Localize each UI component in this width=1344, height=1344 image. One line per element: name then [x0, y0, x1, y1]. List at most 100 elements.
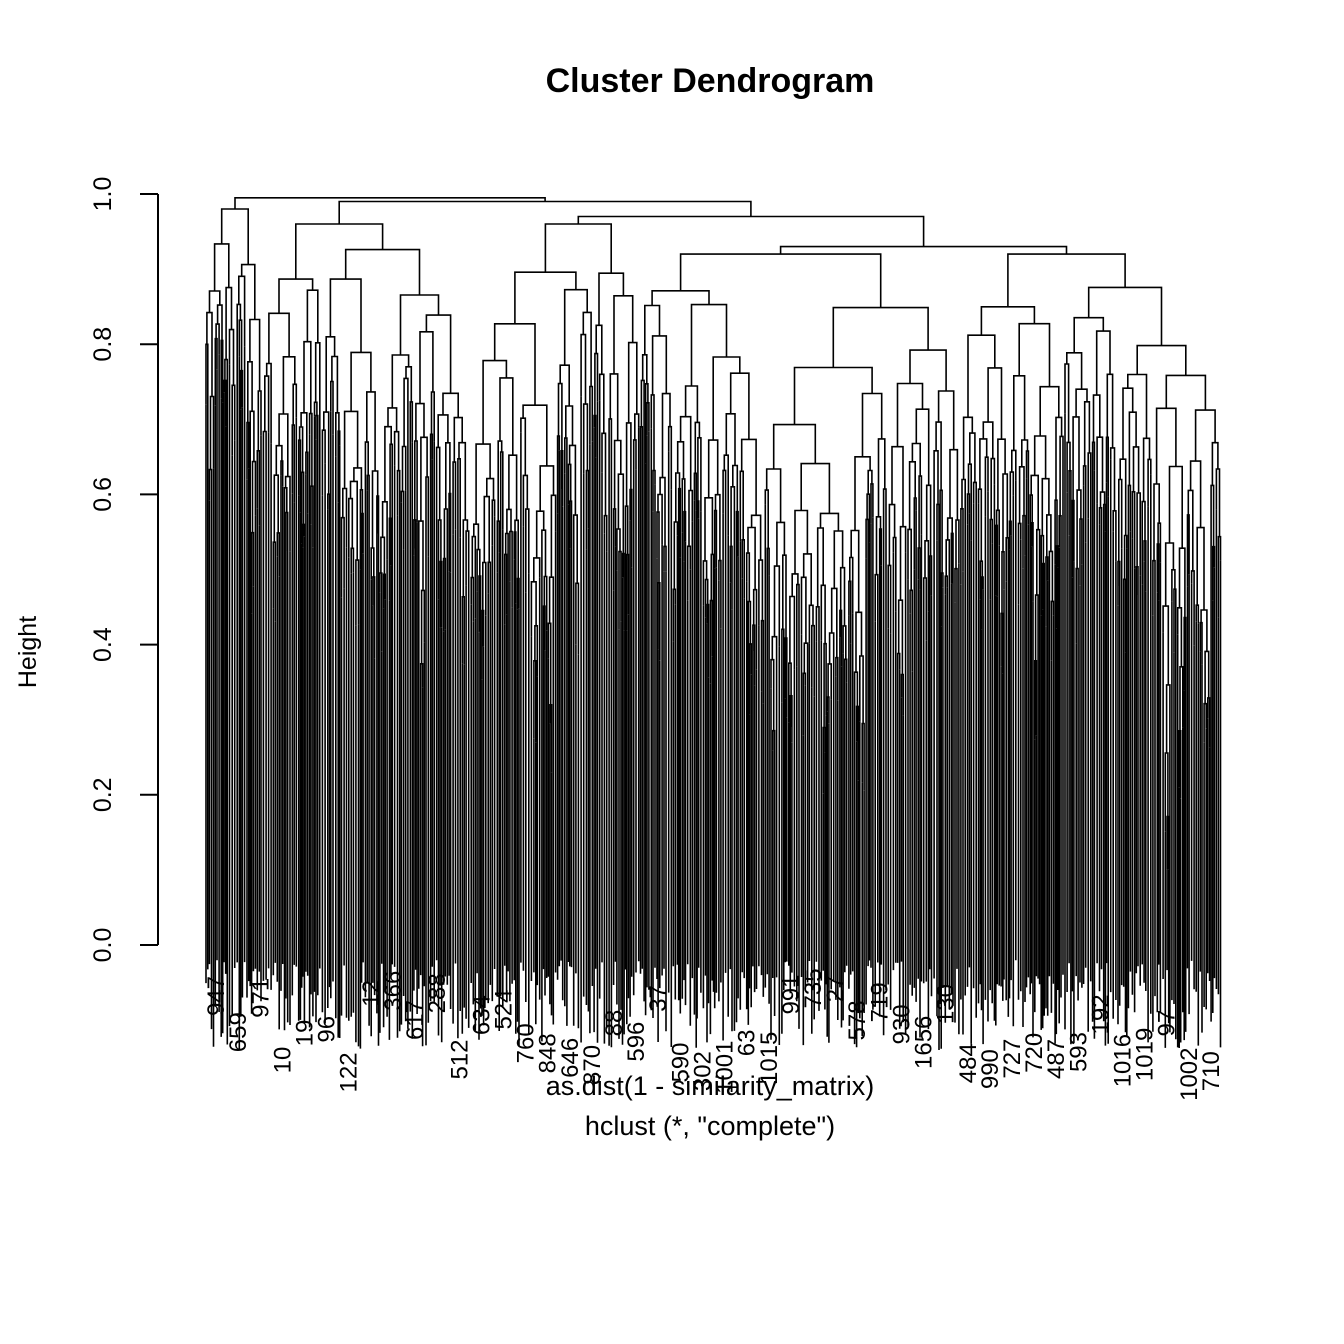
leaf-label: 37: [645, 985, 672, 1012]
dendrogram-link: [273, 474, 279, 543]
dendrogram-link: [627, 341, 638, 423]
dendrogram-link: [1068, 470, 1072, 538]
dendrogram-link: [393, 430, 400, 471]
dendrogram-link: [478, 575, 482, 633]
dendrogram-link: [844, 658, 848, 683]
dendrogram-link: [442, 557, 447, 632]
dendrogram-link: [802, 553, 812, 606]
dendrogram-link: [598, 272, 625, 326]
y-tick-label: 0.8: [89, 327, 117, 362]
dendrogram-link: [855, 611, 863, 673]
leaf-label: 366: [380, 971, 407, 1011]
leaf-label: 947: [203, 976, 230, 1016]
dendrogram-link: [1092, 394, 1101, 443]
dendrogram-link: [213, 243, 230, 291]
dendrogram-link: [482, 561, 487, 616]
dendrogram-link: [853, 671, 859, 709]
dendrogram-link: [1132, 446, 1140, 493]
dendrogram-link: [945, 539, 951, 577]
dendrogram-link: [663, 545, 667, 572]
dendrogram-link: [1168, 465, 1183, 549]
dendrogram-link: [401, 445, 407, 492]
dendrogram-link: [1152, 559, 1156, 622]
leaf-label: 971: [247, 978, 274, 1018]
dendrogram-link: [504, 553, 508, 625]
dendrogram-link: [793, 366, 873, 425]
dendrogram-link: [1195, 604, 1200, 624]
dendrogram-link: [896, 382, 924, 447]
dendrogram-link: [878, 528, 883, 566]
dendrogram-link: [1087, 286, 1163, 346]
dendrogram-link: [1018, 322, 1051, 387]
leaf-label: 302: [689, 1051, 716, 1091]
dendrogram-link: [439, 560, 443, 628]
dendrogram-link: [567, 463, 572, 505]
dendrogram-link: [1204, 650, 1210, 704]
dendrogram-link: [414, 440, 418, 523]
leaf-label: 10: [269, 1047, 296, 1074]
dendrogram-link: [618, 550, 622, 630]
dendrogram-link: [582, 311, 592, 387]
dendrogram-link: [1087, 452, 1092, 519]
leaf-label: 590: [667, 1043, 694, 1083]
leaf-label: 130: [933, 984, 960, 1024]
dendrogram-link: [475, 443, 491, 525]
dendrogram-link: [816, 527, 824, 607]
dendrogram-link: [391, 354, 410, 408]
dendrogram-link: [1127, 373, 1148, 439]
y-axis-ticks: 0.0 0.2 0.4 0.6 0.8 1.0: [89, 177, 158, 963]
dendrogram-link: [760, 619, 765, 704]
leaf-label: 634: [468, 995, 495, 1035]
dendrogram-link: [533, 660, 537, 743]
dendrogram-link: [773, 565, 781, 647]
leaf-label: 727: [999, 1039, 1026, 1079]
leaf-label: 760: [513, 1023, 540, 1063]
dendrogram-link: [1122, 387, 1134, 460]
dendrogram-link: [234, 197, 546, 209]
dendrogram-link: [1179, 666, 1184, 731]
dendrogram-link: [572, 514, 578, 591]
leaf-label: 88: [601, 1010, 628, 1037]
dendrogram-link: [418, 520, 424, 598]
dendrogram-link: [909, 349, 947, 391]
dendrogram-link: [291, 424, 295, 503]
leaf-label: 930: [888, 1004, 915, 1044]
dendrogram-link: [1007, 253, 1126, 307]
dendrogram-link: [415, 402, 425, 441]
dendrogram-link: [803, 642, 809, 674]
dendrogram-link: [452, 461, 457, 535]
dendrogram-link: [220, 208, 249, 265]
dendrogram-link: [1106, 373, 1114, 448]
leaf-label: 288: [424, 973, 451, 1013]
dendrogram-link: [577, 215, 925, 247]
leaf-label: 1019: [1132, 1028, 1159, 1081]
dendrogram-link: [380, 536, 386, 575]
dendrogram-link: [1018, 466, 1025, 524]
dendrogram-link: [465, 530, 470, 594]
dendrogram-link: [442, 392, 459, 418]
dendrogram-link: [679, 253, 882, 308]
dendrogram-link: [582, 403, 589, 474]
y-tick-label: 0.0: [89, 928, 117, 963]
dendrogram-link: [782, 554, 787, 638]
dendrogram-link: [750, 514, 762, 561]
dendrogram-link: [264, 375, 270, 433]
dendrogram-link: [982, 421, 994, 459]
dendrogram-link: [448, 492, 452, 573]
leaf-label: 1001: [712, 1041, 739, 1094]
dendrogram-link: [713, 509, 718, 569]
dendrogram-link: [710, 553, 715, 601]
dendrogram-link: [967, 334, 996, 418]
dendrogram-link: [729, 372, 750, 440]
dendrogram-link: [704, 497, 714, 561]
leaf-label: 97: [1154, 1010, 1181, 1037]
dendrogram-link: [268, 312, 290, 364]
dendrogram-link: [955, 519, 960, 569]
dendrogram-link: [387, 407, 398, 432]
dendrogram-link: [580, 333, 587, 405]
dendrogram-link: [1136, 344, 1187, 376]
leaf-label: 1016: [1110, 1034, 1137, 1087]
leaf-label: 870: [579, 1045, 606, 1085]
dendrogram-link: [1033, 435, 1047, 479]
y-tick-label: 1.0: [89, 177, 117, 212]
